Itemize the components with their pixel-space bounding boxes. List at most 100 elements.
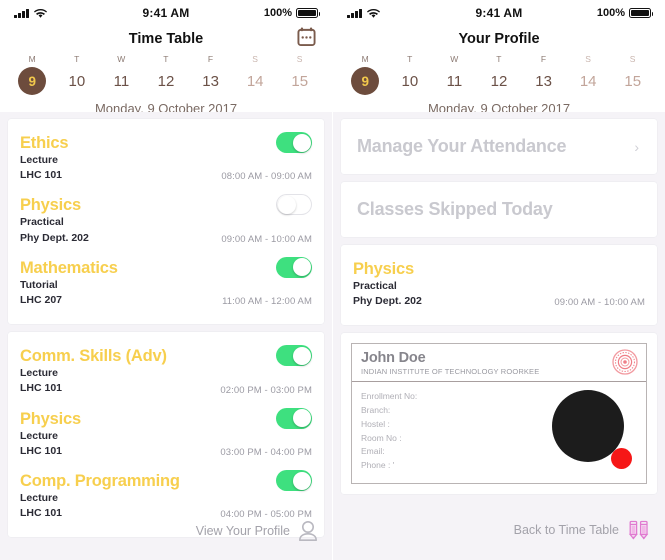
day-number[interactable]: 12 — [490, 72, 508, 90]
profile-photo-placeholder — [552, 390, 624, 463]
person-avatar-icon[interactable] — [298, 520, 318, 542]
day-of-week-label: F — [540, 54, 547, 64]
class-room: LHC 101 — [20, 444, 63, 457]
two-pencils-icon[interactable] — [627, 518, 651, 542]
day-number[interactable]: 13 — [202, 72, 219, 90]
status-bar-left: 9:41 AM 100% — [0, 0, 332, 26]
day-of-week-label: T — [163, 54, 169, 64]
day-column[interactable]: M 9 — [10, 54, 55, 95]
day-column[interactable]: F 13 — [521, 54, 566, 95]
day-column[interactable]: T 10 — [388, 54, 433, 95]
class-room: LHC 207 — [20, 294, 63, 306]
status-right-group: 100% — [596, 7, 653, 19]
id-field-phone: Phone : ' — [361, 460, 395, 471]
day-column[interactable]: S 14 — [566, 54, 611, 95]
class-room: Phy Dept. 202 — [353, 295, 422, 308]
class-card-afternoon: Comm. Skills (Adv) Lecture LHC 101 02:00… — [8, 332, 324, 538]
class-time: 02:00 PM - 03:00 PM — [220, 384, 312, 396]
manage-attendance-button[interactable]: Manage Your Attendance › — [341, 119, 657, 174]
class-room: LHC 101 — [20, 382, 63, 395]
day-column[interactable]: M 9 — [343, 54, 388, 95]
day-number[interactable]: 13 — [535, 72, 552, 90]
time-table-content: Ethics Lecture LHC 101 08:00 AM - 09:00 … — [0, 112, 332, 560]
status-left-group — [14, 8, 47, 19]
battery-full-icon — [629, 8, 653, 18]
day-number[interactable]: 10 — [401, 72, 419, 90]
attendance-toggle[interactable] — [276, 345, 312, 367]
day-number[interactable]: 15 — [291, 72, 309, 90]
day-of-week-label: S — [296, 54, 303, 64]
day-number[interactable]: 14 — [246, 72, 264, 90]
view-profile-button[interactable]: View Your Profile — [0, 520, 332, 542]
week-strip-right[interactable]: M 9 T 10 W 11 T 12 F 13 S 14 — [333, 52, 665, 95]
attendance-toggle[interactable] — [276, 470, 312, 492]
class-row[interactable]: Ethics Lecture LHC 101 08:00 AM - 09:00 … — [20, 129, 312, 191]
class-type: Tutorial — [20, 278, 58, 291]
institute-name: INDIAN INSTITUTE OF TECHNOLOGY ROORKEE — [361, 367, 540, 377]
class-row[interactable]: Comm. Skills (Adv) Lecture LHC 101 02:00… — [20, 342, 312, 404]
institute-seal-icon — [612, 349, 638, 376]
class-type: Practical — [20, 216, 64, 229]
attendance-toggle[interactable] — [276, 256, 312, 278]
id-card-container: John Doe INDIAN INSTITUTE OF TECHNOLOGY … — [341, 333, 657, 494]
day-number[interactable]: 10 — [68, 72, 86, 90]
day-column[interactable]: S 14 — [233, 54, 278, 95]
status-time: 9:41 AM — [142, 6, 190, 20]
day-column[interactable]: T 12 — [477, 54, 522, 95]
calendar-icon[interactable] — [297, 27, 316, 52]
class-row[interactable]: Physics Lecture LHC 101 03:00 PM - 04:00… — [20, 405, 312, 467]
class-row[interactable]: Comp. Programming Lecture LHC 101 04:00 … — [20, 467, 312, 529]
day-of-week-label: S — [629, 54, 636, 64]
class-title: Mathematics — [20, 258, 118, 277]
class-row[interactable]: Physics Practical Phy Dept. 202 09:00 AM… — [20, 191, 312, 253]
day-column[interactable]: W 11 — [432, 54, 477, 95]
day-of-week-label: W — [117, 54, 126, 64]
id-card-body: Enrollment No: Branch: Hostel : Room No … — [352, 382, 646, 483]
day-of-week-label: T — [407, 54, 413, 64]
back-to-timetable-button[interactable]: Back to Time Table — [333, 518, 665, 542]
class-title: Comm. Skills (Adv) — [20, 347, 167, 366]
day-column[interactable]: F 13 — [188, 54, 233, 95]
page-title: Time Table — [128, 31, 204, 47]
day-number-selected[interactable]: 9 — [351, 67, 380, 95]
day-number[interactable]: 12 — [157, 72, 175, 90]
day-column[interactable]: T 12 — [144, 54, 189, 95]
view-profile-label: View Your Profile — [195, 524, 290, 538]
day-number-selected[interactable]: 9 — [18, 67, 47, 95]
status-time: 9:41 AM — [475, 6, 523, 20]
class-row[interactable]: Physics Practical Phy Dept. 202 09:00 AM… — [353, 255, 645, 317]
day-number[interactable]: 11 — [113, 72, 130, 90]
day-number[interactable]: 15 — [624, 72, 642, 90]
profile-content: Manage Your Attendance › Classes Skipped… — [333, 112, 665, 560]
student-id-card: John Doe INDIAN INSTITUTE OF TECHNOLOGY … — [351, 343, 647, 484]
id-field-hostel: Hostel : — [361, 418, 390, 429]
class-title: Comp. Programming — [20, 472, 180, 491]
your-profile-screen: 9:41 AM 100% Your Profile M 9 T 10 W 11 — [332, 0, 665, 560]
week-strip-left[interactable]: M 9 T 10 W 11 T 12 F 13 S 14 — [0, 52, 332, 95]
day-column[interactable]: S 15 — [610, 54, 655, 95]
class-room: LHC 101 — [20, 507, 63, 520]
chevron-right-icon[interactable]: › — [634, 138, 639, 155]
attendance-toggle[interactable] — [276, 194, 312, 216]
classes-skipped-header: Classes Skipped Today — [341, 182, 657, 237]
class-type: Lecture — [20, 429, 58, 442]
signal-bars-icon — [347, 8, 362, 18]
wifi-icon — [366, 8, 380, 18]
classes-skipped-label: Classes Skipped Today — [357, 199, 553, 219]
day-number[interactable]: 14 — [579, 72, 597, 90]
attendance-toggle[interactable] — [276, 407, 312, 429]
back-to-timetable-label: Back to Time Table — [513, 523, 619, 537]
day-of-week-label: M — [28, 54, 36, 64]
attendance-toggle[interactable] — [276, 132, 312, 153]
day-of-week-label: M — [361, 54, 369, 64]
day-of-week-label: W — [450, 54, 459, 64]
class-row[interactable]: Mathematics Tutorial LHC 207 11:00 AM - … — [20, 254, 312, 316]
class-time: 03:00 PM - 04:00 PM — [220, 447, 312, 459]
day-column[interactable]: W 11 — [99, 54, 144, 95]
class-title: Ethics — [20, 134, 69, 152]
day-column[interactable]: S 15 — [277, 54, 322, 95]
day-number[interactable]: 11 — [446, 72, 463, 90]
page-title: Your Profile — [458, 31, 540, 47]
battery-percent-label: 100% — [596, 7, 625, 19]
day-column[interactable]: T 10 — [55, 54, 100, 95]
